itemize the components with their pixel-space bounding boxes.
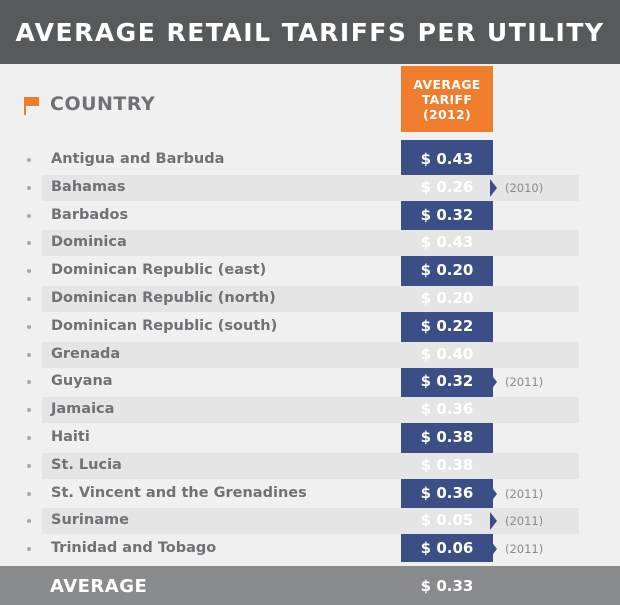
- row-stripe: [42, 230, 579, 257]
- pointer-arrow-icon: [490, 484, 497, 503]
- table-row: Dominica $ 0.43: [0, 229, 620, 257]
- pointer-arrow-icon: [490, 373, 497, 392]
- table-row: Dominican Republic (east) $ 0.20: [0, 257, 620, 285]
- flag-icon: [24, 97, 39, 115]
- country-name: Haiti: [51, 428, 90, 445]
- country-name: Dominican Republic (north): [51, 289, 276, 306]
- table-row: Barbados $ 0.32: [0, 202, 620, 230]
- bullet-icon: [27, 491, 31, 496]
- country-name: Bahamas: [51, 178, 126, 195]
- tariff-header-line-2: TARIFF: [421, 91, 473, 107]
- pointer-arrow-icon: [490, 178, 497, 197]
- table-row: Guyana $ 0.32 (2011): [0, 368, 620, 396]
- tariff-value: $ 0.38: [420, 455, 474, 474]
- average-value: $ 0.33: [420, 577, 474, 595]
- year-note: (2011): [490, 512, 580, 531]
- table-row: Trinidad and Tobago $ 0.06 (2011): [0, 535, 620, 563]
- year-note-text: (2010): [505, 180, 544, 195]
- average-label: AVERAGE: [50, 576, 148, 597]
- bullet-icon: [27, 241, 31, 246]
- table-header: COUNTRY AVERAGE TARIFF (2012): [0, 66, 620, 140]
- table-row: Jamaica $ 0.36: [0, 396, 620, 424]
- bullet-icon: [27, 158, 31, 162]
- country-name: Dominica: [51, 234, 127, 251]
- tariff-value: $ 0.43: [420, 150, 474, 168]
- bullet-icon: [27, 352, 31, 357]
- table-row: Bahamas $ 0.26 (2010): [0, 174, 620, 202]
- country-name: Jamaica: [51, 401, 115, 418]
- tariff-header-line-3: (2012): [422, 106, 472, 122]
- table-row: St. Lucia $ 0.38: [0, 452, 620, 480]
- table-row: St. Vincent and the Grenadines $ 0.36 (201…: [0, 480, 620, 508]
- country-name: Grenada: [51, 345, 121, 362]
- bullet-icon: [27, 408, 31, 413]
- tariff-value: $ 0.43: [420, 233, 474, 252]
- page-title: AVERAGE RETAIL TARIFFS PER UTILITY: [15, 17, 605, 47]
- table-body: Antigua and Barbuda $ 0.43 Bahamas $ 0.26 (2…: [0, 146, 620, 563]
- pointer-arrow-icon: [490, 512, 497, 531]
- tariff-value: $ 0.20: [420, 288, 474, 307]
- country-name: St. Vincent and the Grenadines: [51, 484, 307, 501]
- tariff-value: $ 0.32: [420, 372, 474, 391]
- tariff-value: $ 0.40: [420, 344, 474, 363]
- year-note-text: (2011): [505, 375, 544, 390]
- tariff-value: $ 0.06: [420, 539, 474, 558]
- tariff-header-line-1: AVERAGE: [413, 76, 481, 92]
- average-footer: AVERAGE $ 0.33: [0, 566, 620, 605]
- tariff-value: $ 0.22: [420, 316, 474, 335]
- bullet-icon: [27, 435, 31, 440]
- bullet-icon: [27, 324, 31, 329]
- year-note-text: (2011): [505, 542, 544, 557]
- country-name: Barbados: [51, 206, 129, 223]
- table-row: Suriname $ 0.05 (2011): [0, 507, 620, 535]
- tariff-value: $ 0.38: [420, 427, 474, 446]
- row-stripe: [42, 341, 579, 368]
- country-name: Dominican Republic (east): [51, 262, 267, 279]
- table-row: Dominican Republic (north) $ 0.20: [0, 285, 620, 313]
- bullet-icon: [27, 269, 31, 274]
- country-name: St. Lucia: [51, 456, 122, 473]
- tariff-value: $ 0.36: [420, 400, 474, 419]
- country-name: Dominican Republic (south): [51, 317, 278, 334]
- country-column-header: COUNTRY: [50, 93, 156, 115]
- bullet-icon: [27, 463, 31, 468]
- tariff-column-header: AVERAGE TARIFF (2012): [401, 66, 493, 132]
- year-note-text: (2011): [505, 486, 544, 501]
- country-name: Antigua and Barbuda: [51, 151, 225, 167]
- row-stripe: [42, 452, 579, 479]
- table-row: Antigua and Barbuda $ 0.43: [0, 146, 620, 174]
- bullet-icon: [27, 296, 31, 301]
- row-stripe: [42, 425, 579, 451]
- table-row: Haiti $ 0.38: [0, 424, 620, 452]
- tariff-value: $ 0.05: [420, 511, 474, 530]
- bullet-icon: [27, 380, 31, 385]
- tariff-value: $ 0.36: [420, 483, 474, 502]
- table-row: Grenada $ 0.40: [0, 341, 620, 369]
- year-note: (2011): [490, 484, 580, 503]
- tariff-value: $ 0.32: [420, 205, 474, 224]
- title-bar: AVERAGE RETAIL TARIFFS PER UTILITY: [0, 0, 620, 64]
- tariff-value: $ 0.20: [420, 261, 474, 280]
- bullet-icon: [27, 213, 31, 218]
- tariff-value: $ 0.26: [420, 177, 474, 196]
- row-stripe: [42, 508, 579, 535]
- table-row: Dominican Republic (south) $ 0.22: [0, 313, 620, 341]
- bullet-icon: [27, 185, 31, 190]
- pointer-arrow-icon: [490, 540, 497, 559]
- row-stripe: [42, 397, 579, 424]
- bullet-icon: [27, 519, 31, 524]
- country-name: Trinidad and Tobago: [51, 540, 217, 557]
- row-stripe: [42, 285, 579, 312]
- country-name: Guyana: [51, 373, 113, 390]
- bullet-icon: [27, 547, 31, 552]
- year-note: (2011): [490, 373, 580, 392]
- year-note: (2011): [490, 540, 580, 559]
- country-name: Suriname: [51, 512, 129, 529]
- year-note: (2010): [490, 178, 580, 197]
- row-stripe: [42, 174, 579, 201]
- year-note-text: (2011): [505, 514, 544, 529]
